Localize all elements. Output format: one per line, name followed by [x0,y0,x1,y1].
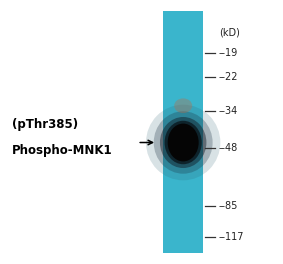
Ellipse shape [168,124,199,161]
Text: --48: --48 [219,143,238,153]
Ellipse shape [146,105,220,180]
Ellipse shape [165,121,202,164]
Text: (pThr385): (pThr385) [12,118,78,131]
Text: (kD): (kD) [219,27,240,37]
Text: --19: --19 [219,48,238,58]
Text: Phospho-MNK1: Phospho-MNK1 [12,144,113,157]
Text: --117: --117 [219,232,245,242]
Ellipse shape [160,117,206,168]
Bar [163,11,203,253]
Ellipse shape [174,98,192,113]
Text: --34: --34 [219,106,238,116]
Ellipse shape [154,111,213,174]
Text: --22: --22 [219,72,239,82]
Text: --85: --85 [219,201,238,210]
